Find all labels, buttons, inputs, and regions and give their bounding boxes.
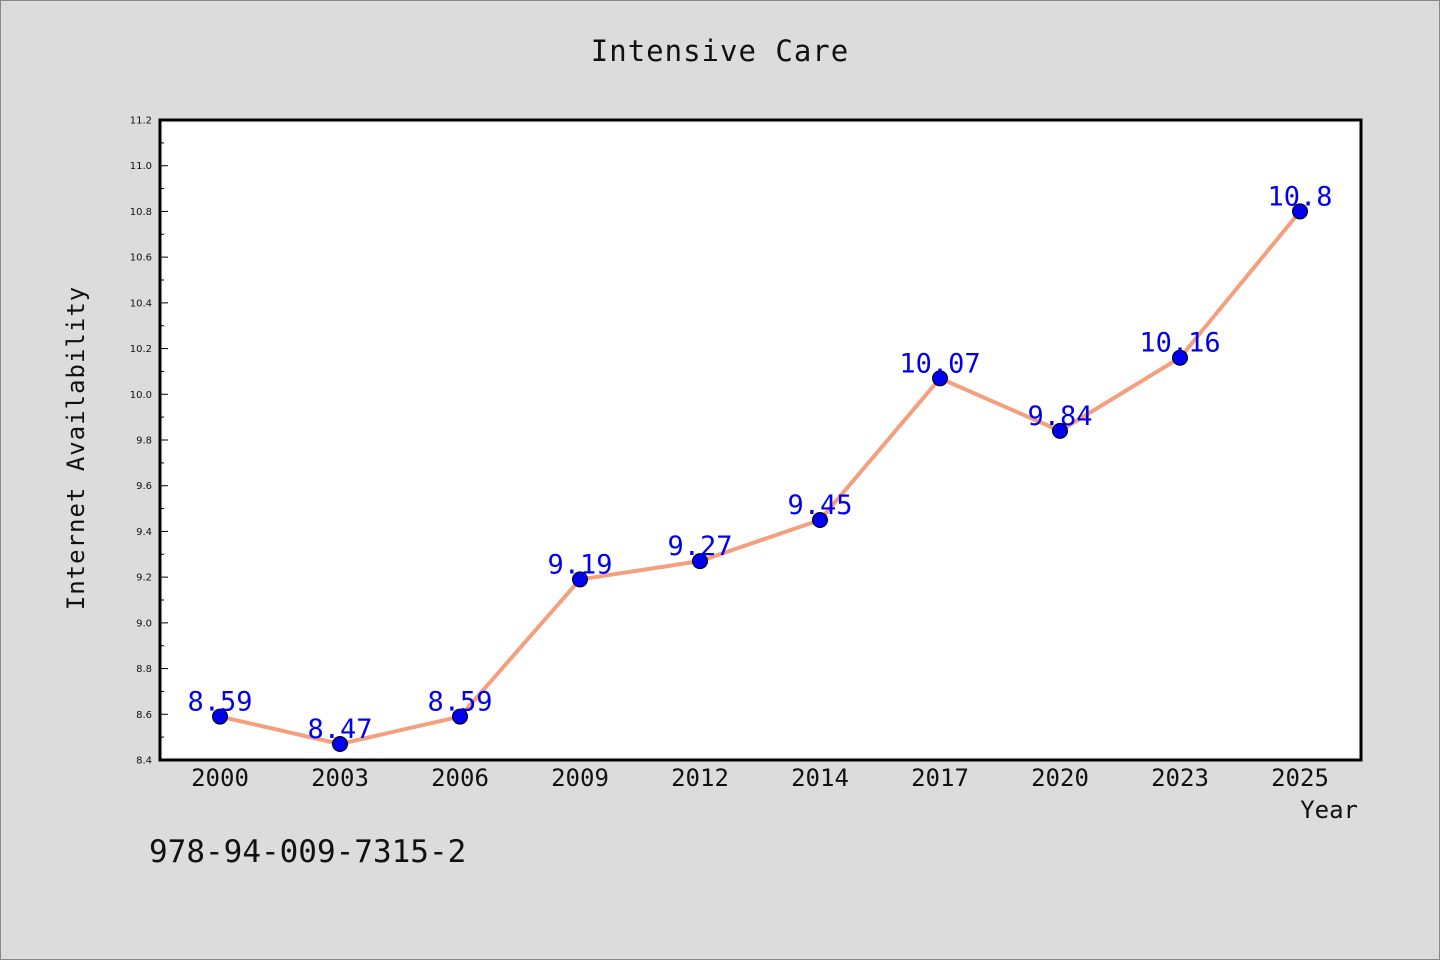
x-tick-label: 2006 bbox=[431, 764, 489, 792]
data-label: 8.59 bbox=[427, 687, 492, 718]
data-label: 9.19 bbox=[547, 549, 612, 580]
data-point bbox=[1172, 349, 1188, 366]
series-line bbox=[218, 209, 1302, 746]
data-point bbox=[572, 571, 588, 588]
y-tick-label: 8.8 bbox=[136, 664, 152, 675]
data-label: 9.27 bbox=[667, 531, 732, 562]
data-label: 8.59 bbox=[187, 687, 252, 718]
y-axis-label: Internet Availability bbox=[62, 285, 90, 611]
data-label: 9.45 bbox=[787, 490, 852, 521]
y-tick-label: 10.6 bbox=[130, 253, 152, 264]
y-tick-label: 11.2 bbox=[130, 116, 152, 127]
data-point bbox=[932, 370, 948, 387]
data-label: 8.47 bbox=[307, 714, 372, 745]
y-tick-label: 9.8 bbox=[136, 436, 152, 447]
y-tick-label: 11.0 bbox=[130, 161, 152, 172]
chart-title: Intensive Care bbox=[590, 34, 850, 68]
data-label: 10.07 bbox=[899, 348, 980, 379]
x-axis-label: Year bbox=[1300, 796, 1358, 824]
plot-area bbox=[158, 118, 1363, 762]
y-tick-label: 9.4 bbox=[136, 527, 152, 538]
x-tick-label: 2012 bbox=[671, 764, 729, 792]
data-point bbox=[692, 553, 708, 570]
isbn-text: 978-94-009-7315-2 bbox=[149, 834, 467, 870]
x-tick-label: 2023 bbox=[1151, 764, 1209, 792]
x-tick-label: 2017 bbox=[911, 764, 969, 792]
data-label: 9.84 bbox=[1027, 401, 1092, 432]
data-point bbox=[332, 736, 348, 752]
data-point bbox=[452, 708, 468, 725]
y-tick-label: 10.4 bbox=[130, 298, 152, 309]
y-tick-label: 10.8 bbox=[130, 207, 152, 218]
data-label: 10.16 bbox=[1139, 328, 1220, 359]
y-tick-label: 9.6 bbox=[136, 481, 152, 492]
x-tick-label: 2014 bbox=[791, 764, 849, 792]
y-tick-label: 8.4 bbox=[136, 756, 152, 767]
x-tick-label: 2003 bbox=[311, 764, 369, 792]
y-tick-label: 10.2 bbox=[130, 344, 152, 355]
data-point bbox=[1292, 203, 1308, 220]
x-tick-label: 2000 bbox=[191, 764, 249, 792]
x-tick-label: 2009 bbox=[551, 764, 609, 792]
y-tick-label: 10.0 bbox=[130, 390, 152, 401]
data-label: 10.8 bbox=[1267, 181, 1332, 212]
x-tick-label: 2020 bbox=[1031, 764, 1089, 792]
x-tick-label: 2025 bbox=[1271, 764, 1329, 792]
y-tick-label: 9.2 bbox=[136, 573, 152, 584]
data-point bbox=[212, 708, 228, 725]
data-point bbox=[1052, 422, 1068, 439]
data-point bbox=[812, 512, 828, 528]
y-tick-label: 9.0 bbox=[136, 618, 152, 629]
y-tick-label: 8.6 bbox=[136, 710, 152, 721]
